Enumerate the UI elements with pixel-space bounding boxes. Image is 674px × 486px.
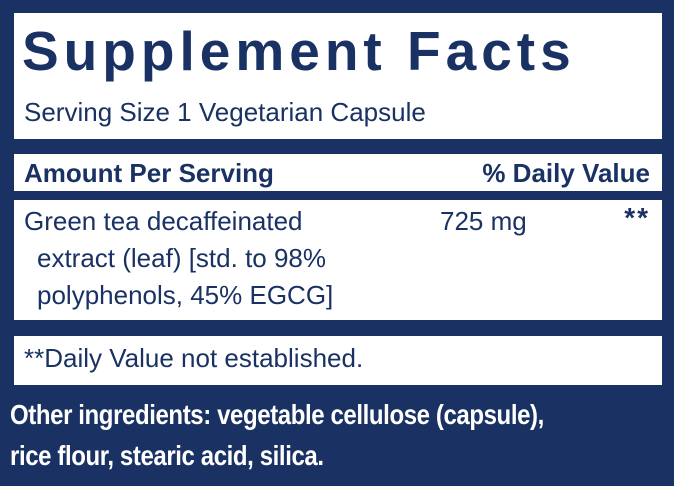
ingredient-name: Green tea decaffeinated extract (leaf) [… xyxy=(24,203,650,314)
other-ingredients-line2: rice flour, stearic acid, silica. xyxy=(10,441,324,473)
other-ingredients-line1: Other ingredients: vegetable cellulose (… xyxy=(10,395,670,436)
serving-size: Serving Size 1 Vegetarian Capsule xyxy=(24,97,426,127)
other-ingredients-label: Other ingredients: xyxy=(10,399,211,431)
column-header-row: Amount Per Serving % Daily Value xyxy=(24,158,650,188)
amount-per-serving-header: Amount Per Serving xyxy=(24,158,274,188)
supplement-facts-panel: Supplement Facts Serving Size 1 Vegetari… xyxy=(14,13,662,385)
ingredient-name-line: Green tea decaffeinated xyxy=(24,206,303,236)
thin-divider xyxy=(14,191,662,200)
thick-divider-bottom xyxy=(14,320,662,336)
panel-title: Supplement Facts xyxy=(22,20,576,82)
ingredient-daily-value: ** xyxy=(624,202,650,233)
ingredient-name-line: extract (leaf) [std. to 98% xyxy=(37,243,327,273)
other-ingredients: Other ingredients: vegetable cellulose (… xyxy=(10,395,670,478)
daily-value-header: % Daily Value xyxy=(482,158,650,188)
ingredient-amount: 725 mg xyxy=(440,206,527,236)
ingredient-row: Green tea decaffeinated extract (leaf) [… xyxy=(24,202,650,314)
other-ingredients-text: vegetable cellulose (capsule), xyxy=(210,399,544,431)
thick-divider-top xyxy=(14,139,662,154)
ingredient-name-line: polyphenols, 45% EGCG] xyxy=(37,280,334,310)
daily-value-footnote: **Daily Value not established. xyxy=(24,343,364,373)
